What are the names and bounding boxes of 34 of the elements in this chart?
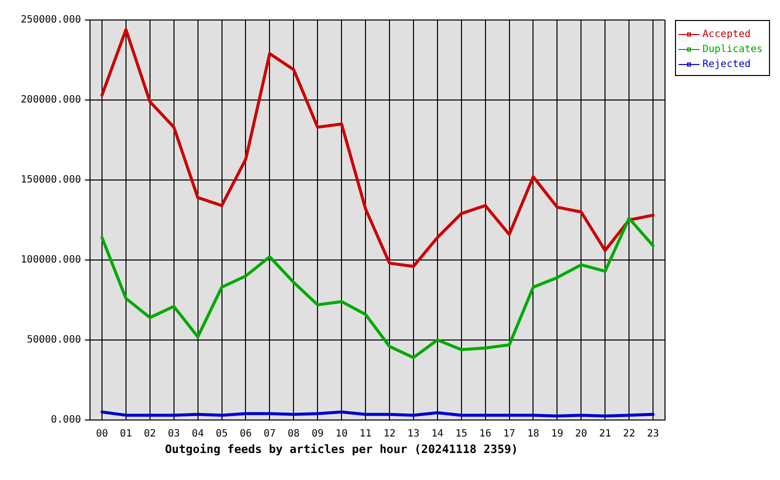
x-tick-label: 10 — [336, 428, 348, 440]
x-tick-label: 11 — [359, 428, 372, 440]
x-tick-label: 19 — [551, 428, 564, 440]
x-tick-label: 01 — [120, 428, 132, 440]
x-tick-label: 18 — [527, 428, 540, 440]
x-axis-title: Outgoing feeds by articles per hour (20241118 2359) — [165, 442, 518, 456]
x-tick-label: 04 — [192, 428, 204, 440]
x-tick-label: 09 — [312, 428, 324, 440]
x-tick-label: 06 — [240, 428, 252, 440]
y-tick-label: 0.000 — [50, 414, 81, 426]
x-tick-label: 05 — [216, 428, 228, 440]
y-tick-label: 150000.000 — [20, 174, 81, 186]
legend-label: Duplicates — [702, 44, 763, 56]
y-tick-label: 200000.000 — [20, 94, 81, 106]
x-tick-label: 02 — [144, 428, 156, 440]
y-tick-label: 100000.000 — [20, 254, 81, 266]
x-tick-label: 16 — [479, 428, 492, 440]
x-tick-label: 20 — [575, 428, 588, 440]
y-tick-label: 50000.000 — [26, 334, 81, 346]
legend-label: Rejected — [702, 59, 751, 70]
x-tick-label: 21 — [599, 428, 612, 440]
x-tick-label: 23 — [646, 428, 660, 440]
y-tick-label: 250000.000 — [20, 14, 81, 26]
x-tick-label: 12 — [383, 428, 396, 440]
x-tick-label: 08 — [288, 428, 300, 440]
x-tick-label: 07 — [264, 428, 276, 440]
x-tick-label: 14 — [431, 428, 444, 440]
x-tick-label: 17 — [503, 428, 516, 440]
x-tick-label: 00 — [96, 428, 108, 440]
x-tick-label: 15 — [455, 428, 468, 440]
legend-label: Accepted — [702, 29, 751, 40]
x-tick-label: 03 — [168, 428, 180, 440]
x-tick-label: 22 — [623, 428, 636, 440]
x-tick-label: 13 — [407, 428, 420, 440]
